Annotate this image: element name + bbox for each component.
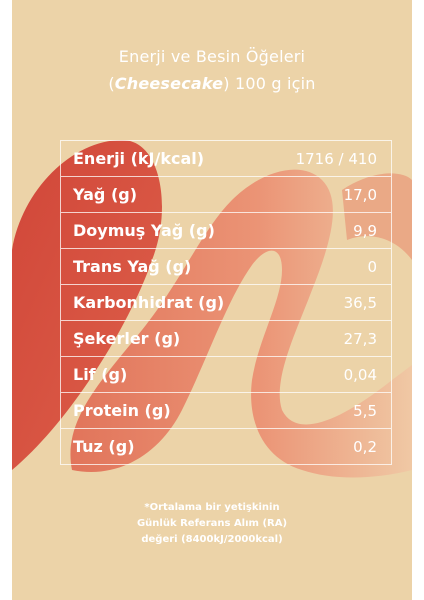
- row-value: 27,3: [343, 330, 377, 348]
- table-row-sugars: Şekerler (g) 27,3: [61, 321, 391, 357]
- row-label: Lif (g): [73, 365, 128, 384]
- table-row-protein: Protein (g) 5,5: [61, 393, 391, 429]
- row-label: Trans Yağ (g): [73, 257, 192, 276]
- row-label: Şekerler (g): [73, 329, 181, 348]
- row-value: 0,2: [353, 438, 377, 456]
- table-row-fiber: Lif (g) 0,04: [61, 357, 391, 393]
- row-value: 0,04: [343, 366, 377, 384]
- product-name: Cheesecake: [114, 74, 224, 93]
- table-row-saturated-fat: Doymuş Yağ (g) 9,9: [61, 213, 391, 249]
- panel-title: Enerji ve Besin Öğeleri: [118, 47, 306, 66]
- reference-intake-footnote: *Ortalama bir yetişkinin Günlük Referans…: [136, 502, 288, 545]
- table-row-salt: Tuz (g) 0,2: [61, 429, 391, 465]
- nutrition-table: Enerji (kJ/kcal) 1716 / 410 Yağ (g) 17,0…: [60, 140, 392, 465]
- row-value: 36,5: [343, 294, 377, 312]
- row-value: 9,9: [353, 222, 377, 240]
- background-swoosh-graphic: [12, 140, 412, 478]
- row-value: 5,5: [353, 402, 377, 420]
- row-label: Karbonhidrat (g): [73, 293, 225, 312]
- row-label: Yağ (g): [73, 185, 138, 204]
- row-label: Doymuş Yağ (g): [73, 221, 215, 240]
- row-value: 1716 / 410: [295, 150, 377, 168]
- row-label: Tuz (g): [73, 437, 135, 456]
- row-label: Protein (g): [73, 401, 171, 420]
- row-value: 17,0: [343, 186, 377, 204]
- nutrition-card: Enerji ve Besin Öğeleri (Cheesecake) 100…: [12, 0, 412, 600]
- row-label: Enerji (kJ/kcal): [73, 149, 205, 168]
- table-row-carbohydrate: Karbonhidrat (g) 36,5: [61, 285, 391, 321]
- row-value: 0: [367, 258, 377, 276]
- table-row-trans-fat: Trans Yağ (g) 0: [61, 249, 391, 285]
- panel-subtitle: (Cheesecake) 100 g için: [108, 74, 316, 93]
- table-row-energy: Enerji (kJ/kcal) 1716 / 410: [61, 141, 391, 177]
- table-row-fat: Yağ (g) 17,0: [61, 177, 391, 213]
